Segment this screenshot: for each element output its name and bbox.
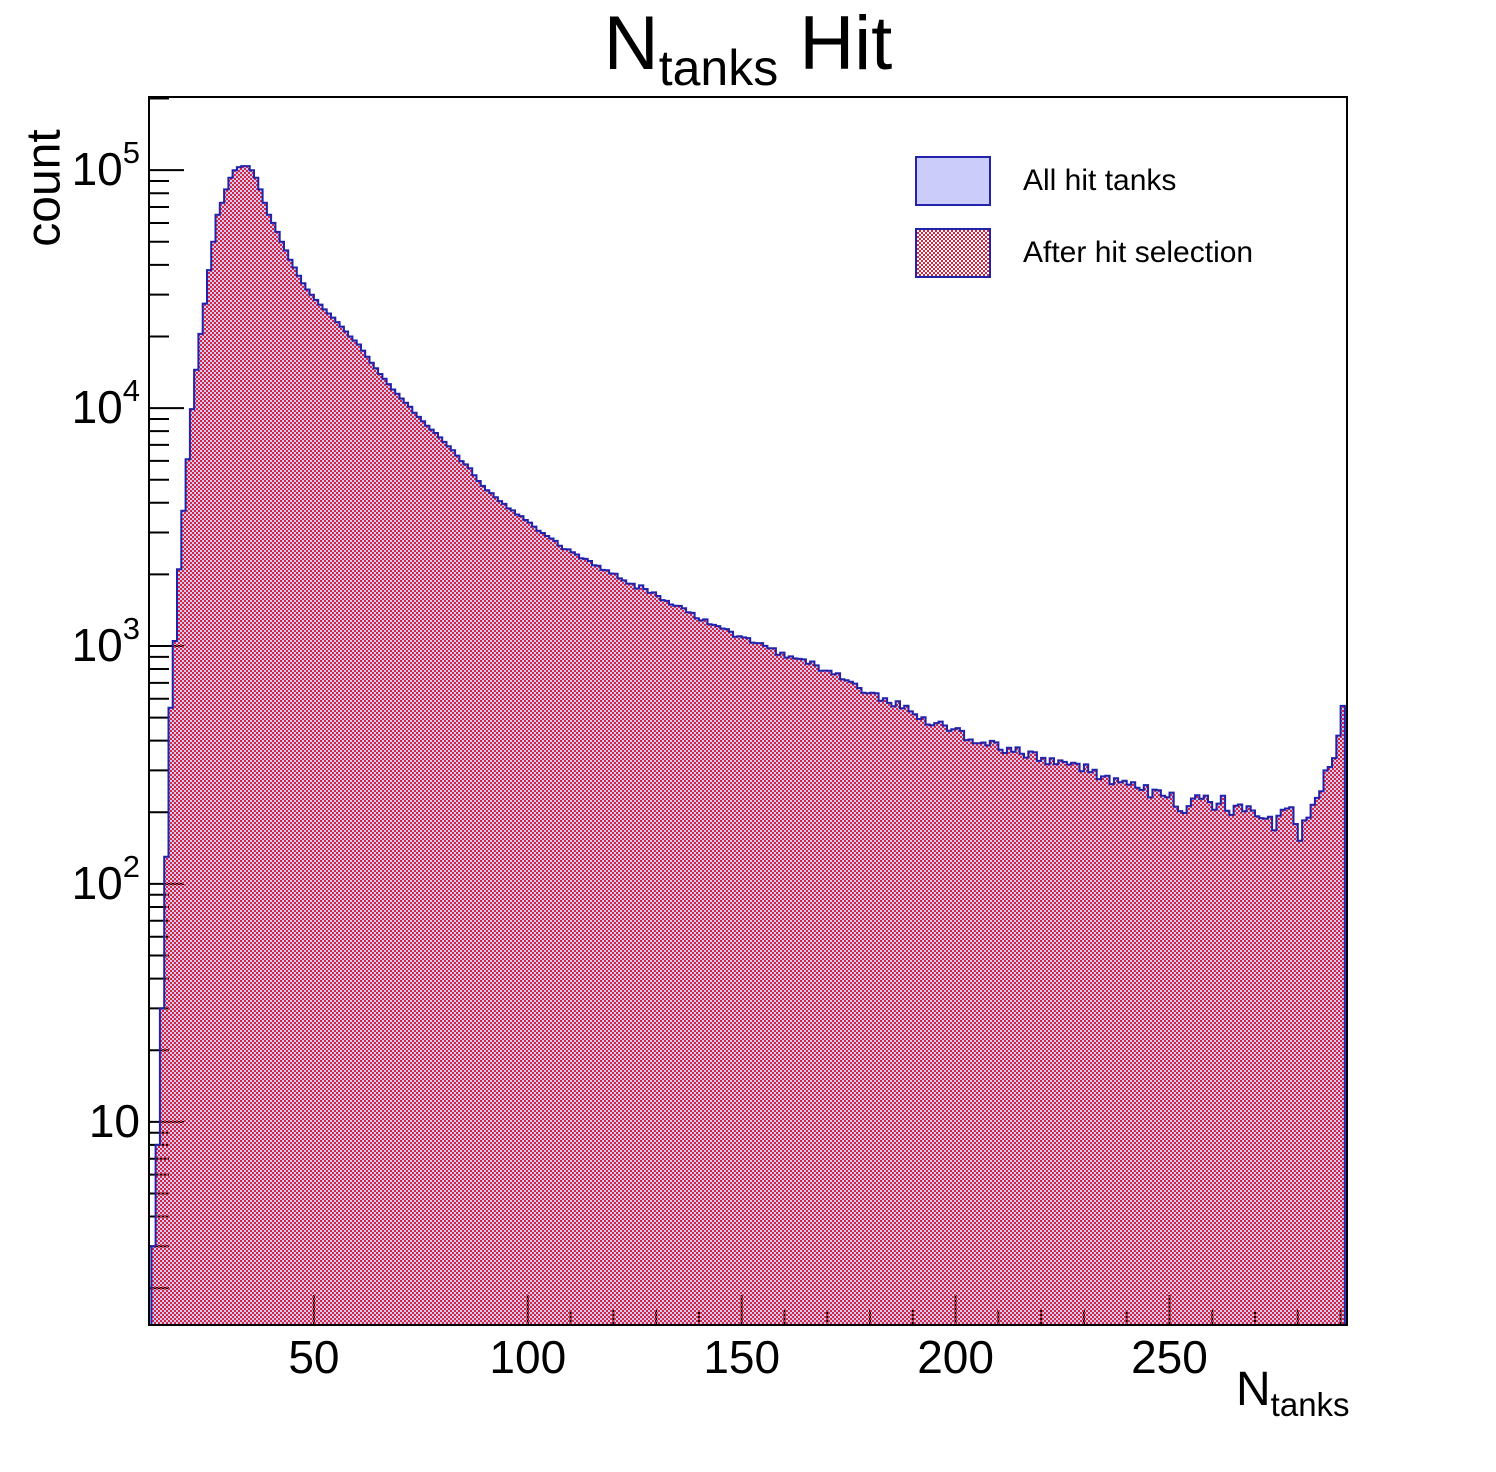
legend-label: After hit selection [1023, 236, 1254, 269]
x-tick-label: 250 [1131, 1331, 1208, 1383]
plot-title: Ntanks Hit [604, 6, 892, 94]
histogram-area-after-hit-selection [150, 165, 1346, 1326]
y-tick-label: 104 [72, 373, 140, 433]
legend-label: All hit tanks [1023, 164, 1177, 197]
y-tick-label: 10 [89, 1095, 140, 1147]
title-main: N [603, 1, 659, 86]
title-suffix: Hit [778, 1, 893, 86]
x-tick-label: 150 [703, 1331, 780, 1383]
y-tick-label: 102 [72, 849, 140, 909]
legend-swatch-solid [915, 156, 991, 206]
x-tick-label: 200 [917, 1331, 994, 1383]
legend: All hit tanks After hit selection [915, 156, 1253, 300]
legend-entry-all-hit-tanks: All hit tanks [915, 156, 1253, 206]
x-axis-title-subscript: tanks [1270, 1386, 1350, 1423]
y-axis-title: count [17, 129, 71, 247]
y-tick-label: 103 [72, 611, 140, 671]
y-tick-label: 105 [72, 135, 140, 195]
x-tick-label: 50 [288, 1331, 339, 1383]
plot-frame [148, 96, 1348, 1326]
x-axis-title: Ntanks [1236, 1363, 1350, 1422]
title-subscript: tanks [658, 40, 779, 96]
x-axis-title-main: N [1236, 1363, 1271, 1416]
legend-entry-after-hit-selection: After hit selection [915, 228, 1253, 278]
legend-swatch-checker [915, 228, 991, 278]
x-tick-label: 100 [489, 1331, 566, 1383]
